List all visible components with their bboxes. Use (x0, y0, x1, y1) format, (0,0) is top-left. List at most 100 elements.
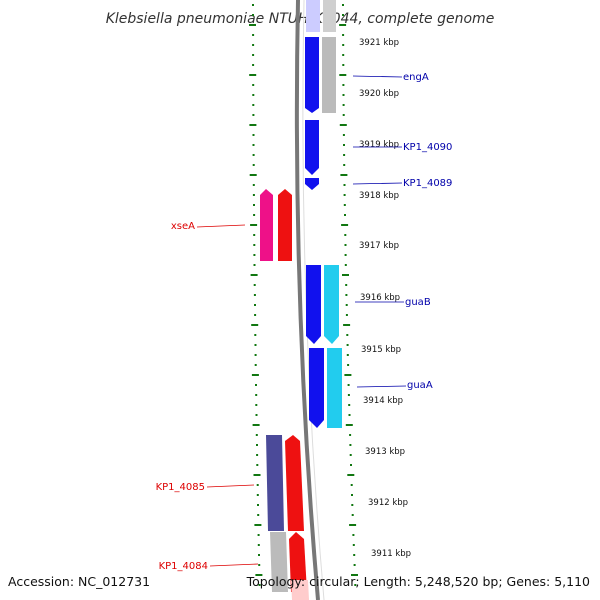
leader-line (352, 75, 403, 78)
gene-label-KP1_4085[interactable]: KP1_4085 (156, 482, 205, 493)
outer-tick (343, 144, 345, 146)
inner-tick (256, 494, 259, 496)
gene-engA-gray[interactable] (322, 37, 336, 113)
outer-tick (349, 434, 352, 436)
gene-guaA-blue[interactable] (309, 348, 324, 428)
outer-tick (342, 94, 345, 96)
gene-guaB-cyan[interactable] (324, 265, 339, 344)
inner-tick (252, 114, 255, 116)
outer-tick (342, 54, 345, 56)
outer-tick (344, 254, 347, 256)
inner-tick (253, 214, 256, 216)
outer-tick (345, 304, 348, 306)
outer-tick (344, 234, 347, 236)
outer-tick (342, 274, 349, 276)
gene-label-guaB[interactable]: guaB (405, 297, 431, 308)
inner-tick (252, 84, 255, 86)
inner-tick (254, 344, 257, 346)
gene-xseA-magenta[interactable] (260, 189, 273, 261)
kbp-label: 3920 kbp (359, 89, 399, 99)
inner-tick (250, 224, 258, 226)
outer-tick (349, 454, 352, 456)
outer-tick (343, 164, 346, 166)
forward-genes (305, 0, 342, 428)
gene-guaA-cyan[interactable] (327, 348, 342, 428)
outer-tick (342, 64, 345, 66)
inner-tick (255, 394, 258, 396)
leader-line (209, 563, 259, 567)
inner-tick (257, 544, 260, 546)
outer-tick (345, 284, 348, 286)
leader-line (352, 182, 403, 185)
inner-tick (252, 14, 254, 16)
outer-tick (344, 374, 352, 376)
kbp-label: 3911 kbp (371, 549, 411, 559)
gene-KP1_4089[interactable] (305, 178, 319, 190)
gene-engA-blue[interactable] (305, 37, 319, 113)
outer-tick (343, 204, 346, 206)
inner-tick (254, 334, 257, 336)
outer-tick (351, 574, 358, 576)
outer-tick (346, 354, 349, 356)
gene-guaB-blue[interactable] (306, 265, 321, 344)
outer-tick (343, 324, 351, 326)
inner-tick (256, 454, 259, 456)
outer-tick (341, 224, 349, 226)
inner-tick (249, 74, 257, 76)
leader-line (356, 385, 407, 388)
outer-tick (351, 514, 354, 516)
outer-tick (342, 114, 345, 116)
outer-tick (352, 544, 355, 546)
inner-tick (252, 424, 260, 426)
outer-tick (342, 84, 345, 86)
inner-tick (254, 354, 257, 356)
inner-tick (255, 384, 257, 386)
gene-label-KP1_4084[interactable]: KP1_4084 (159, 561, 208, 572)
inner-tick (251, 374, 259, 376)
gene-label-engA[interactable]: engA (403, 72, 429, 83)
inner-tick (255, 404, 258, 406)
outer-tick (352, 534, 355, 536)
inner-tick (254, 314, 257, 316)
inner-tick (249, 24, 256, 26)
gene-KP1_4085-red[interactable] (285, 435, 304, 531)
outer-tick (353, 564, 356, 566)
inner-tick (256, 484, 259, 486)
gene-KP1_4084-red[interactable] (289, 532, 307, 592)
inner-tick (254, 304, 256, 306)
kbp-labels: 3921 kbp 3920 kbp 3919 kbp 3918 kbp 3917… (359, 38, 411, 559)
gene-top-blue[interactable] (306, 0, 320, 32)
gene-KP1_4084-gray[interactable] (270, 532, 288, 592)
kbp-label: 3919 kbp (359, 140, 399, 150)
inner-tick (252, 4, 254, 6)
gene-label-xseA[interactable]: xseA (171, 221, 195, 232)
outer-tick (343, 184, 346, 186)
gene-label-KP1_4090[interactable]: KP1_4090 (403, 142, 452, 153)
inner-tick (254, 524, 262, 526)
gene-label-KP1_4089[interactable]: KP1_4089 (403, 178, 452, 189)
outer-tick (345, 294, 348, 296)
gene-KP1_4085-purple[interactable] (266, 435, 284, 531)
outer-tick (348, 414, 351, 416)
gene-xseA-red[interactable] (278, 189, 292, 261)
inner-tick (252, 164, 255, 166)
gene-top-gray[interactable] (323, 0, 336, 32)
inner-tick (257, 504, 259, 506)
inner-tick (250, 274, 258, 276)
inner-tick (252, 154, 255, 156)
outer-tick (342, 4, 344, 6)
inner-tick (253, 244, 256, 246)
accession-text: Accession: NC_012731 (8, 574, 150, 589)
inner-tick (253, 204, 255, 206)
kbp-label: 3918 kbp (359, 191, 399, 201)
inner-tick (253, 234, 256, 236)
inner-tick (257, 514, 260, 516)
outer-tick (350, 484, 353, 486)
gene-bottom-pink[interactable] (291, 580, 309, 600)
gene-label-guaA[interactable]: guaA (407, 380, 433, 391)
gene-KP1_4090[interactable] (305, 120, 319, 175)
outer-tick (349, 444, 352, 446)
inner-tick (252, 34, 255, 36)
inner-tick (256, 444, 258, 446)
